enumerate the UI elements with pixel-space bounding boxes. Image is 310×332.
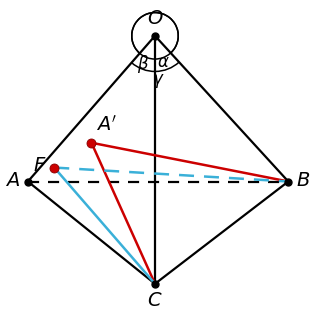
Text: $A$: $A$	[5, 173, 20, 191]
Text: $\gamma$: $\gamma$	[152, 72, 164, 90]
Text: $\beta$: $\beta$	[137, 53, 149, 75]
Text: $O$: $O$	[147, 10, 163, 28]
Text: $B$: $B$	[296, 173, 310, 191]
Text: $F$: $F$	[33, 157, 46, 175]
Text: $A'$: $A'$	[96, 115, 117, 135]
Text: $C$: $C$	[147, 291, 163, 309]
Text: $\alpha$: $\alpha$	[157, 54, 170, 71]
